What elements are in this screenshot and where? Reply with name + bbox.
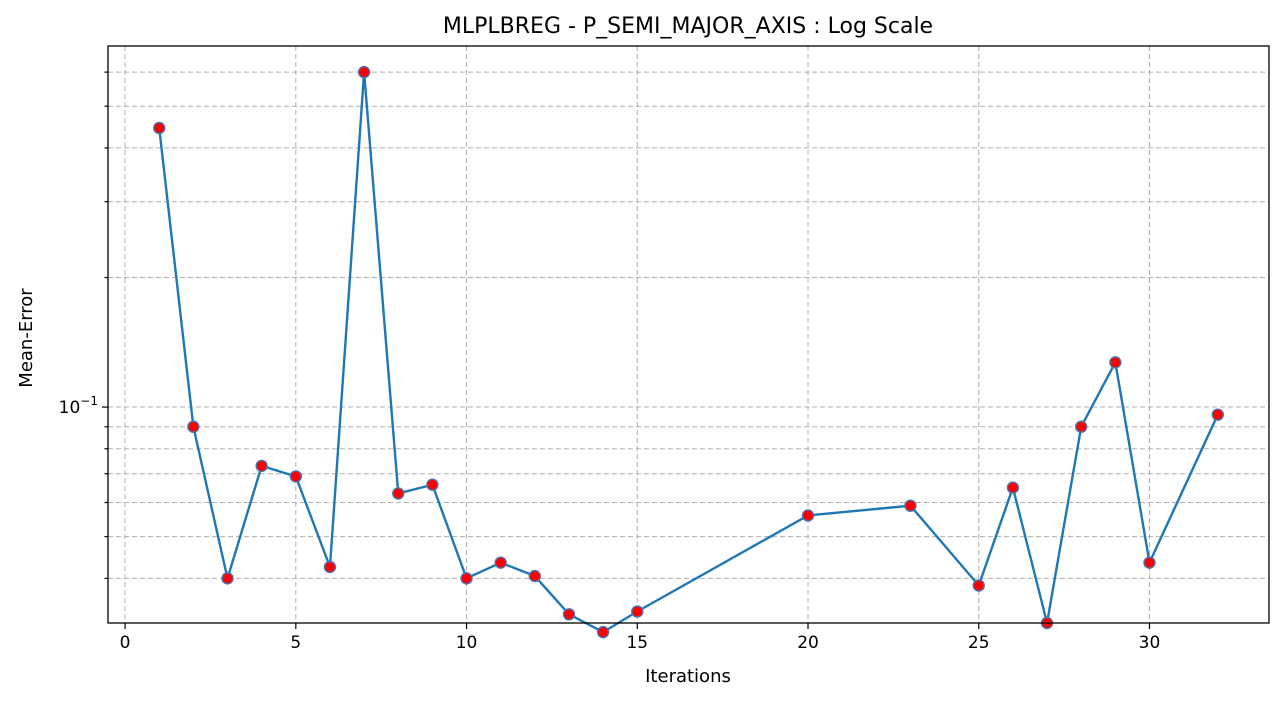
data-point bbox=[1143, 556, 1156, 569]
x-tick-label: 0 bbox=[120, 633, 131, 653]
y-axis-label: Mean-Error bbox=[16, 288, 37, 388]
data-point bbox=[972, 579, 985, 592]
data-point bbox=[460, 572, 473, 585]
data-point bbox=[1211, 408, 1224, 421]
data-point bbox=[562, 608, 576, 621]
data-point bbox=[1074, 420, 1088, 433]
x-tick-label: 10 bbox=[456, 633, 478, 653]
data-point bbox=[801, 509, 815, 522]
chart-title: MLPLBREG - P_SEMI_MAJOR_AXIS : Log Scale bbox=[443, 14, 933, 39]
data-point bbox=[255, 459, 268, 473]
data-point bbox=[357, 65, 371, 79]
x-tick-label: 15 bbox=[626, 633, 648, 653]
plot-frame bbox=[107, 45, 1270, 624]
data-point bbox=[187, 420, 200, 433]
data-point bbox=[494, 556, 507, 569]
data-point bbox=[323, 560, 337, 574]
data-point bbox=[631, 605, 644, 618]
data-point bbox=[528, 569, 542, 583]
series-layer bbox=[153, 65, 1224, 639]
x-tick-label: 30 bbox=[1139, 633, 1161, 653]
data-point bbox=[904, 499, 917, 512]
x-axis-label: Iterations bbox=[645, 666, 731, 687]
data-point bbox=[289, 470, 303, 483]
data-point bbox=[426, 478, 439, 491]
data-point bbox=[392, 487, 405, 500]
x-tick-label: 5 bbox=[290, 633, 301, 653]
data-point bbox=[221, 572, 234, 585]
data-point bbox=[1109, 356, 1122, 369]
axis-ticks: 0 5 10 15 20 25 30 10−1 bbox=[59, 71, 1161, 653]
data-point bbox=[153, 121, 166, 135]
y-tick-label: 10−1 bbox=[59, 394, 98, 418]
x-tick-label: 20 bbox=[797, 633, 819, 653]
grid bbox=[108, 46, 1269, 623]
data-point bbox=[596, 625, 610, 639]
series-line bbox=[158, 70, 1219, 634]
data-point bbox=[1006, 481, 1020, 494]
x-tick-label: 25 bbox=[968, 633, 990, 653]
